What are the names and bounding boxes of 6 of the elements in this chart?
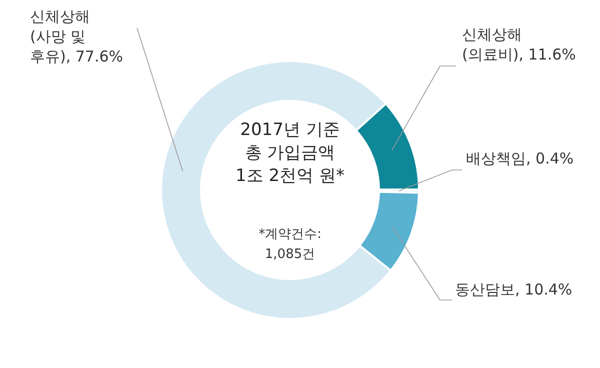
text: 2017년 기준 총 가입금액 1조 2천억 원* — [236, 120, 344, 186]
text: *계약건수: 1,085건 — [258, 226, 322, 262]
slice-label: 동산담보, 10.4% — [455, 280, 572, 298]
slice-label: 신체상해 (의료비), 11.6% — [462, 25, 576, 64]
slice-label: 신체상해 (사망 및 후유), 77.6% — [30, 7, 124, 66]
slice-label: 배상책임, 0.4% — [466, 149, 574, 168]
